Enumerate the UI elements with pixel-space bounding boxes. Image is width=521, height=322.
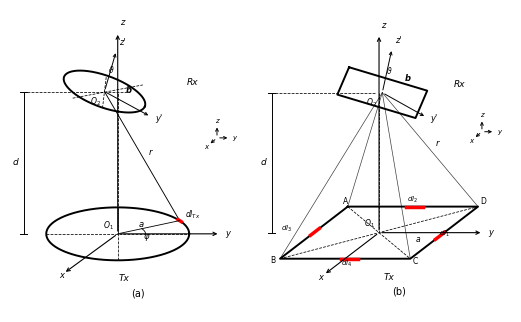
Text: z': z' <box>395 36 401 45</box>
Text: y: y <box>489 228 493 237</box>
Text: r: r <box>436 139 439 148</box>
Text: z': z' <box>119 38 126 47</box>
Text: $\vartheta$: $\vartheta$ <box>386 65 392 76</box>
Text: $dl_{Tx}$: $dl_{Tx}$ <box>185 209 201 222</box>
Text: d: d <box>13 158 19 167</box>
Text: (b): (b) <box>392 287 405 297</box>
Text: $O_1$: $O_1$ <box>364 218 375 230</box>
Text: y': y' <box>155 114 162 123</box>
Text: Rx: Rx <box>187 78 199 87</box>
Text: d: d <box>261 158 267 167</box>
Text: C: C <box>413 257 418 266</box>
Text: D: D <box>480 197 487 206</box>
Text: y: y <box>497 129 501 135</box>
Text: x: x <box>318 273 324 282</box>
Text: $O_2$: $O_2$ <box>90 96 101 108</box>
Text: Tx: Tx <box>119 274 130 283</box>
Text: z: z <box>215 118 219 124</box>
Text: z: z <box>480 112 483 118</box>
Text: z: z <box>381 21 386 30</box>
Text: B: B <box>270 256 276 265</box>
Text: $O_2$: $O_2$ <box>366 97 377 109</box>
Text: $\varphi$: $\varphi$ <box>143 232 150 243</box>
Text: (a): (a) <box>131 289 144 299</box>
Text: x: x <box>204 144 208 150</box>
Text: Rx: Rx <box>454 80 466 90</box>
Text: $O_1$: $O_1$ <box>103 219 114 232</box>
Text: Tx: Tx <box>383 272 394 281</box>
Text: r: r <box>148 148 152 157</box>
Text: x: x <box>59 271 64 280</box>
Text: y: y <box>232 135 236 141</box>
Text: b: b <box>405 74 411 83</box>
Text: A: A <box>343 197 348 206</box>
Text: $dl_4$: $dl_4$ <box>341 259 352 269</box>
Text: b: b <box>126 86 132 95</box>
Text: a: a <box>139 220 144 229</box>
Text: $\vartheta$: $\vartheta$ <box>108 64 115 75</box>
Text: y: y <box>225 229 230 238</box>
Text: $dl_2$: $dl_2$ <box>407 195 418 205</box>
Text: a: a <box>415 235 420 244</box>
Text: y': y' <box>430 114 438 123</box>
Text: $dl_3$: $dl_3$ <box>281 223 292 234</box>
Text: x: x <box>469 138 473 144</box>
Text: $dl_1$: $dl_1$ <box>439 229 450 239</box>
Text: z: z <box>120 18 124 27</box>
